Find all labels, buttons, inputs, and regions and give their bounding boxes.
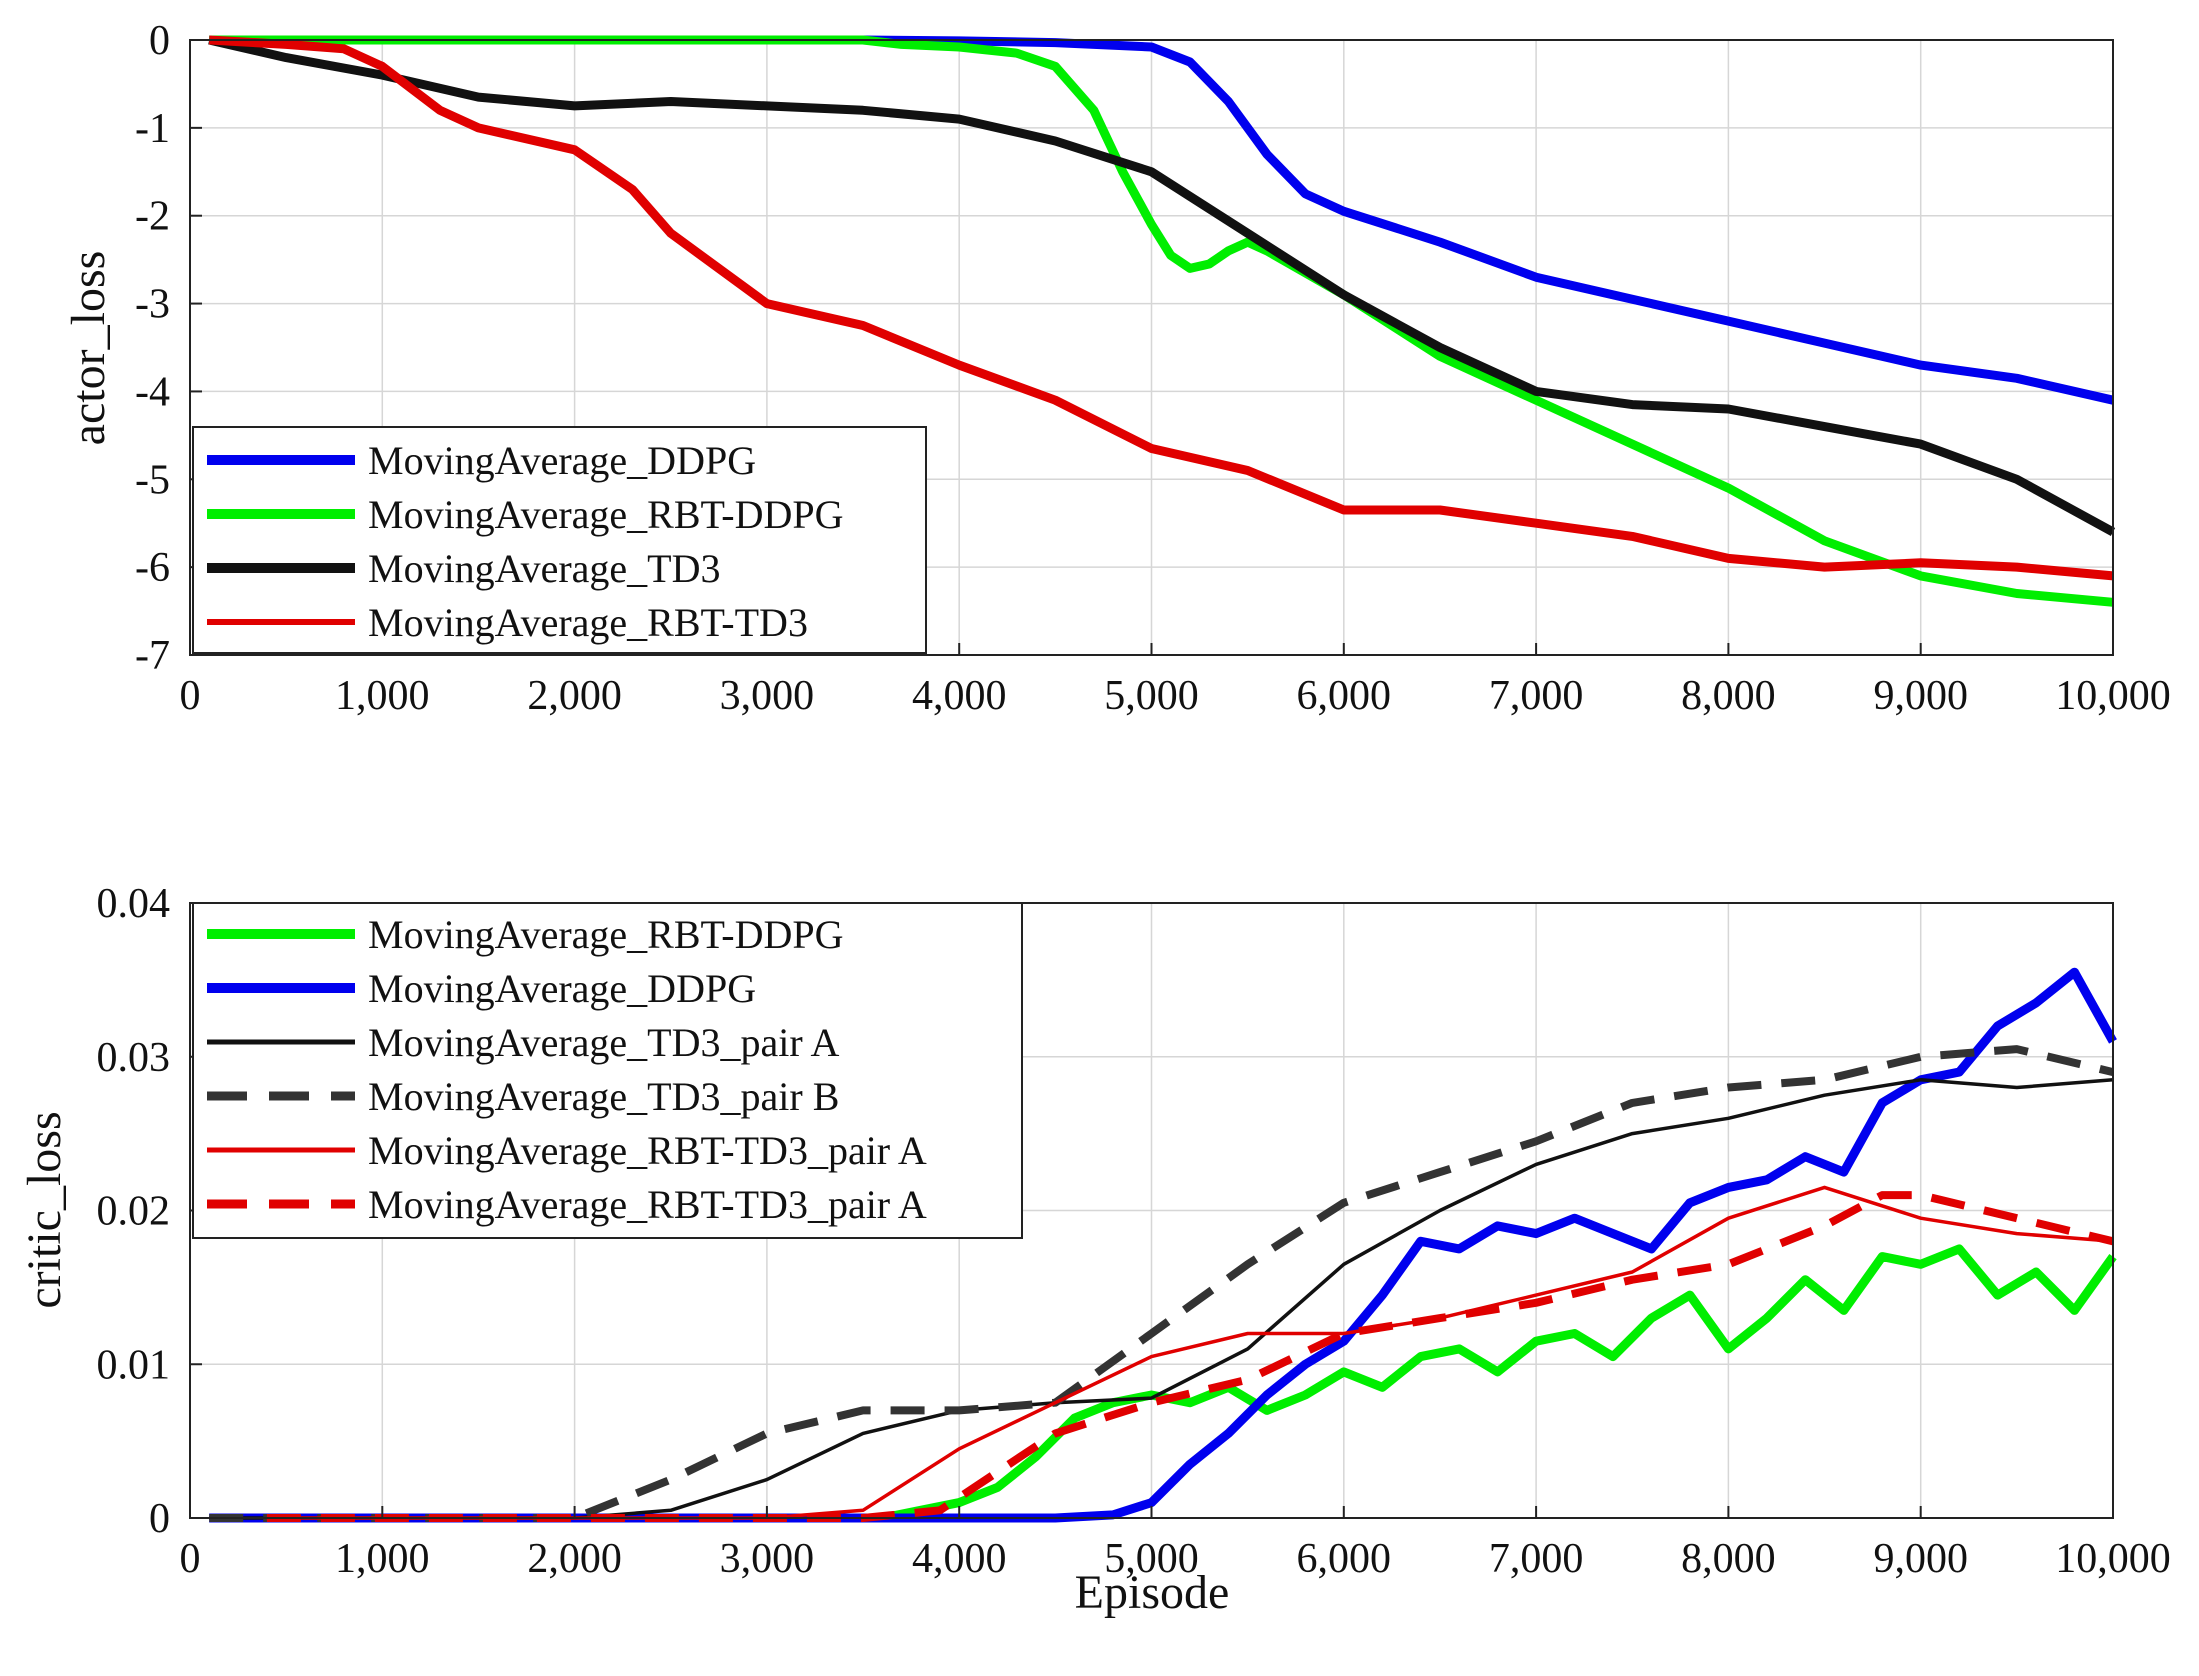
actor-loss-x-tick-label: 1,000 [335, 673, 430, 719]
critic-loss-y-ticks: 0 0.01 0.02 0.03 0.04 [97, 881, 202, 1542]
actor-loss-y-tick-label: -1 [135, 106, 170, 152]
critic-loss-series-movingaverage-rbt-ddpg-line [881, 1244, 2117, 1523]
actor-loss-legend: MovingAverage_DDPG MovingAverage_RBT-DDP… [192, 426, 927, 654]
critic-loss-y-axis-label: critic_loss [18, 1111, 71, 1308]
actor-loss-y-tick-label: -4 [135, 369, 170, 415]
critic-loss-series-movingaverage-td3-pair-b-dashed-line [209, 1045, 2114, 1522]
critic-loss-series-movingaverage-td3-pair-a-line [209, 1078, 2114, 1520]
critic-loss-legend-label-td3-pair-a: MovingAverage_TD3_pair A [368, 1020, 839, 1065]
actor-loss-y-axis-label: actor_loss [62, 251, 115, 446]
critic-loss-legend-box [192, 902, 1023, 1239]
critic-loss-x-tick-label: 5,000 [1104, 1536, 1199, 1582]
actor-loss-series-movingaverage-td3-line [208, 35, 2116, 536]
actor-loss-x-tick-label: 3,000 [720, 673, 815, 719]
critic-loss-legend-label-rbt-td3-pair-a-dashed: MovingAverage_RBT-TD3_pair A [368, 1182, 927, 1227]
actor-loss-legend-label-rbt-td3: MovingAverage_RBT-TD3 [368, 600, 808, 645]
critic-loss-x-tick-label: 8,000 [1681, 1536, 1776, 1582]
critic-loss-y-tick-label: 0.02 [97, 1189, 171, 1235]
actor-loss-x-tick-label: 8,000 [1681, 673, 1776, 719]
actor-loss-y-tick-label: -6 [135, 545, 170, 591]
actor-loss-x-tick-label: 7,000 [1489, 673, 1584, 719]
critic-loss-legend-label-rbt-td3-pair-a-solid: MovingAverage_RBT-TD3_pair A [368, 1128, 927, 1173]
critic-loss-y-tick-label: 0 [149, 1496, 170, 1542]
actor-loss-chart: 0 1,000 2,000 3,000 4,000 5,000 6,000 7,000 8,00… [62, 18, 2171, 719]
critic-loss-legend-label-rbt-ddpg: MovingAverage_RBT-DDPG [368, 912, 844, 957]
actor-loss-y-tick-label: -7 [135, 633, 170, 679]
critic-loss-legend-label-td3-pair-b: MovingAverage_TD3_pair B [368, 1074, 839, 1119]
actor-loss-legend-box [192, 426, 927, 654]
actor-loss-legend-label-td3: MovingAverage_TD3 [368, 546, 721, 591]
critic-loss-y-tick-label: 0.04 [97, 881, 171, 927]
critic-loss-y-tick-label: 0.03 [97, 1035, 171, 1081]
actor-loss-x-tick-label: 5,000 [1104, 673, 1199, 719]
actor-loss-x-tick-label: 2,000 [527, 673, 622, 719]
actor-loss-legend-label-rbt-ddpg: MovingAverage_RBT-DDPG [368, 492, 844, 537]
critic-loss-x-tick-label: 6,000 [1297, 1536, 1392, 1582]
critic-loss-x-tick-label: 9,000 [1873, 1536, 1968, 1582]
actor-loss-y-tick-label: -5 [135, 457, 170, 503]
actor-loss-y-tick-label: 0 [149, 18, 170, 64]
critic-loss-y-tick-label: 0.01 [97, 1342, 171, 1388]
critic-loss-x-tick-label: 4,000 [912, 1536, 1007, 1582]
critic-loss-chart: 0 1,000 2,000 3,000 4,000 5,000 6,000 7,000 8,00… [18, 881, 2171, 1619]
actor-loss-y-tick-label: -2 [135, 194, 170, 240]
actor-loss-x-tick-label: 0 [180, 673, 201, 719]
critic-loss-x-axis-label: Episode [1075, 1566, 1230, 1619]
actor-loss-y-ticks: 0 -1 -2 -3 -4 -5 -6 -7 [135, 18, 202, 679]
actor-loss-x-tick-label: 6,000 [1297, 673, 1392, 719]
critic-loss-legend-label-ddpg: MovingAverage_DDPG [368, 966, 756, 1011]
actor-loss-x-tick-label: 4,000 [912, 673, 1007, 719]
critic-loss-legend: MovingAverage_RBT-DDPG MovingAverage_DDP… [192, 902, 1023, 1239]
actor-loss-x-tick-label: 10,000 [2055, 673, 2171, 719]
critic-loss-x-tick-label: 7,000 [1489, 1536, 1584, 1582]
actor-loss-y-tick-label: -3 [135, 282, 170, 328]
actor-loss-x-tick-label: 9,000 [1873, 673, 1968, 719]
actor-loss-x-ticks: 0 1,000 2,000 3,000 4,000 5,000 6,000 7,000 8,00… [180, 643, 2171, 719]
actor-loss-series-movingaverage-rbt-td3-line [208, 35, 2114, 581]
critic-loss-x-tick-label: 10,000 [2055, 1536, 2171, 1582]
actor-loss-series-movingaverage-rbt-ddpg-line [209, 35, 2114, 607]
critic-loss-x-tick-label: 2,000 [527, 1536, 622, 1582]
critic-loss-x-tick-label: 0 [180, 1536, 201, 1582]
actor-loss-legend-label-ddpg: MovingAverage_DDPG [368, 438, 756, 483]
critic-loss-x-tick-label: 1,000 [335, 1536, 430, 1582]
critic-loss-x-ticks: 0 1,000 2,000 3,000 4,000 5,000 6,000 7,000 8,00… [180, 1506, 2171, 1582]
critic-loss-x-tick-label: 3,000 [720, 1536, 815, 1582]
